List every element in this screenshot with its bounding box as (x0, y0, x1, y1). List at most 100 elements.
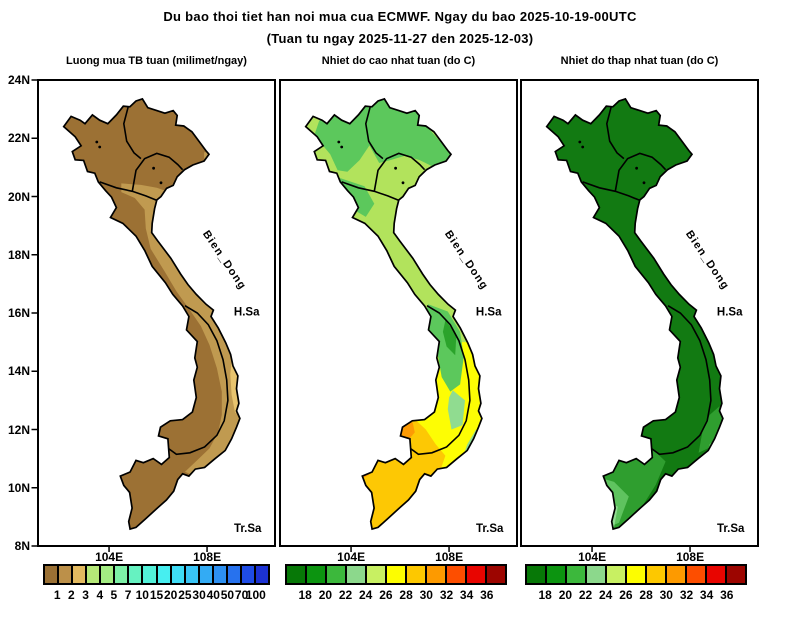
city-dot (95, 140, 99, 144)
colorbar-cell (707, 566, 727, 583)
colorbar-tick-label: 30 (659, 588, 673, 602)
colorbar-tick-label: 1 (53, 588, 61, 602)
region-fill-south_orange (365, 420, 415, 465)
colorbar-tick-label: 36 (720, 588, 734, 602)
colorbar-tick-label: 30 (192, 588, 206, 602)
colorbar-cell (547, 566, 567, 583)
region-fill-coastal_band (121, 183, 240, 477)
region-fill-highlands_core (442, 320, 457, 356)
colorbar-cell (241, 566, 256, 583)
vietnam-outline (545, 97, 724, 531)
colorbar-cell (587, 566, 607, 583)
region-boundary-line-0 (364, 106, 384, 160)
city-dot (635, 166, 638, 170)
region-boundary-line-3 (167, 305, 229, 456)
lon-axis-label: 104E (337, 550, 366, 564)
colorbar-tick-label: 5 (110, 588, 118, 602)
region-fill-mountains (314, 98, 453, 172)
colorbar-tick-label: 20 (164, 588, 178, 602)
colorbar-cell (627, 566, 647, 583)
colorbar-tick-label: 22 (338, 588, 353, 602)
colorbar-tick-label: 10 (135, 588, 149, 602)
colorbar-cell (199, 566, 214, 583)
colorbar-cell (687, 566, 707, 583)
colorbar-tick-label: 34 (459, 588, 474, 602)
city-dot (159, 181, 163, 185)
region-boundary-line-2 (341, 181, 401, 202)
colorbar-cell (607, 566, 627, 583)
figure-title: Du bao thoi tiet han noi mua cua ECMWF. … (163, 9, 637, 24)
paracel-label: H.Sa (717, 307, 743, 319)
colorbar-cell (307, 566, 327, 583)
lat-axis-label: 8N (14, 539, 30, 553)
lon-axis-label: 104E (95, 550, 124, 564)
region-boundary-line-1 (131, 152, 184, 192)
colorbar-tick-label: 26 (619, 588, 633, 602)
colorbar-cell (467, 566, 487, 583)
spratly-label: Tr.Sa (234, 523, 262, 535)
paracel-label: H.Sa (476, 307, 502, 319)
lat-axis-label: 20N (7, 189, 30, 204)
spratly-label: Tr.Sa (717, 523, 745, 535)
colorbar-cell (427, 566, 447, 583)
region-boundary-line-2 (582, 181, 642, 202)
city-dot (394, 166, 397, 170)
colorbar-tick-label: 32 (679, 588, 694, 602)
map-frame (279, 79, 518, 547)
colorbar-tick-label: 18 (298, 588, 312, 602)
panel-title-tmin: Nhiet do thap nhat tuan (do C) (560, 55, 719, 67)
colorbar-tick-label: 28 (399, 588, 413, 602)
colorbar-cell (567, 566, 587, 583)
city-dot (642, 181, 646, 185)
panel-title-tmax: Nhiet do cao nhat tuan (do C) (321, 55, 476, 67)
colorbar-tick-label: 2 (68, 588, 75, 602)
map-panel-rain: Bien_Dong H.Sa Tr.Sa (37, 79, 276, 552)
colorbar-cell (387, 566, 407, 583)
region-boundary-line-2 (99, 181, 159, 202)
colorbar-tick-label: 34 (699, 588, 714, 602)
colorbar-cell (185, 566, 200, 583)
city-dot (337, 140, 341, 144)
lon-axis-label: 104E (578, 550, 607, 564)
region-boundary-line-3 (650, 305, 712, 456)
vietnam-fill-tmin (546, 98, 723, 530)
colorbar-tmax (285, 564, 507, 585)
colorbar-cell (727, 566, 745, 583)
city-dot (152, 166, 155, 170)
city-dot (581, 145, 585, 149)
lon-axis-label: 108E (193, 550, 222, 564)
lat-axis-label: 10N (7, 480, 30, 495)
colorbar-cell (287, 566, 307, 583)
spratly-label: Tr.Sa (476, 523, 504, 535)
map-panel-tmin: Bien_Dong H.Sa Tr.Sa (520, 79, 759, 552)
colorbar-tick-label: 24 (599, 588, 613, 602)
colorbar-cell (327, 566, 347, 583)
region-boundary-line-0 (605, 106, 625, 160)
vietnam-fill-rain (63, 98, 240, 530)
colorbar-cell (59, 566, 74, 583)
colorbar-cell (143, 566, 158, 583)
colorbar-tick-label: 26 (379, 588, 393, 602)
colorbar-tick-label: 7 (124, 588, 132, 602)
colorbar-tmin (525, 564, 747, 585)
colorbar-cell (527, 566, 547, 583)
colorbar-tick-label: 18 (538, 588, 552, 602)
lat-axis-label: 16N (7, 306, 30, 320)
paracel-label: H.Sa (234, 307, 260, 319)
colorbar-cell (447, 566, 467, 583)
colorbar-cell (255, 566, 268, 583)
lat-axis-label: 24N (7, 73, 30, 87)
colorbar-cell (171, 566, 186, 583)
region-fill-mountains (338, 177, 375, 217)
region-boundary-line-0 (122, 106, 142, 160)
region-fill-highlands_pale (447, 390, 465, 430)
city-dot (401, 181, 405, 185)
colorbar-cell (45, 566, 60, 583)
colorbar-tick-label: 40 (206, 588, 220, 602)
region-boundary-line-1 (614, 152, 667, 192)
sea-label: Bien_Dong (442, 228, 490, 292)
colorbar-tick-label: 50 (220, 588, 235, 602)
colorbar-cell (227, 566, 242, 583)
